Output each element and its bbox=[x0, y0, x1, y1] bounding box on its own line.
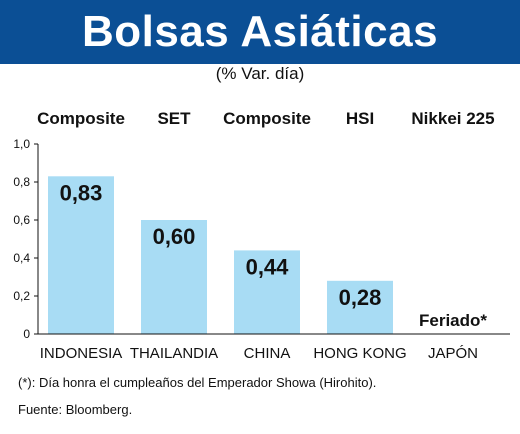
y-axis: 0 0,2 0,4 0,6 0,8 1,0 bbox=[13, 137, 39, 341]
bar bbox=[234, 250, 300, 334]
bar bbox=[48, 176, 114, 334]
category-label: CHINA bbox=[244, 345, 291, 362]
category-label: JAPÓN bbox=[428, 345, 478, 362]
y-tick-label: 0 bbox=[23, 327, 30, 341]
bars: 0,83 0,60 0,44 0,28 Feriado* bbox=[48, 176, 487, 334]
y-tick-label: 1,0 bbox=[13, 137, 30, 151]
index-labels: Composite SET Composite HSI Nikkei 225 bbox=[37, 109, 495, 128]
y-tick-label: 0,6 bbox=[13, 213, 30, 227]
index-name-label: SET bbox=[157, 109, 191, 128]
source-note: Fuente: Bloomberg. bbox=[18, 402, 133, 417]
bar-value-label: 0,83 bbox=[60, 180, 103, 205]
footnote: (*): Día honra el cumpleaños del Emperad… bbox=[18, 375, 377, 390]
bar-value-label: 0,28 bbox=[339, 285, 382, 310]
y-tick-label: 0,4 bbox=[13, 251, 30, 265]
bar bbox=[327, 280, 393, 334]
y-tick-label: 0,8 bbox=[13, 175, 30, 189]
y-tick-label: 0,2 bbox=[13, 289, 30, 303]
title-bar: Bolsas Asiáticas bbox=[0, 0, 520, 64]
index-name-label: Composite bbox=[37, 109, 125, 128]
bar-value-label: 0,44 bbox=[246, 254, 290, 279]
bar bbox=[141, 220, 207, 334]
holiday-note-label: Feriado* bbox=[419, 311, 487, 330]
chart-title: Bolsas Asiáticas bbox=[81, 7, 439, 56]
index-name-label: Nikkei 225 bbox=[411, 109, 494, 128]
bar-value-label: 0,60 bbox=[153, 224, 196, 249]
category-label: THAILANDIA bbox=[130, 345, 218, 362]
x-axis: INDONESIA THAILANDIA CHINA HONG KONG JAPÓN bbox=[38, 333, 510, 362]
index-name-label: Composite bbox=[223, 109, 311, 128]
chart-subtitle: (% Var. día) bbox=[215, 64, 305, 83]
bar-chart: Composite SET Composite HSI Nikkei 225 00,20… bbox=[13, 109, 510, 362]
category-label: HONG KONG bbox=[313, 345, 406, 362]
index-name-label: HSI bbox=[346, 109, 374, 128]
category-label: INDONESIA bbox=[40, 345, 123, 362]
